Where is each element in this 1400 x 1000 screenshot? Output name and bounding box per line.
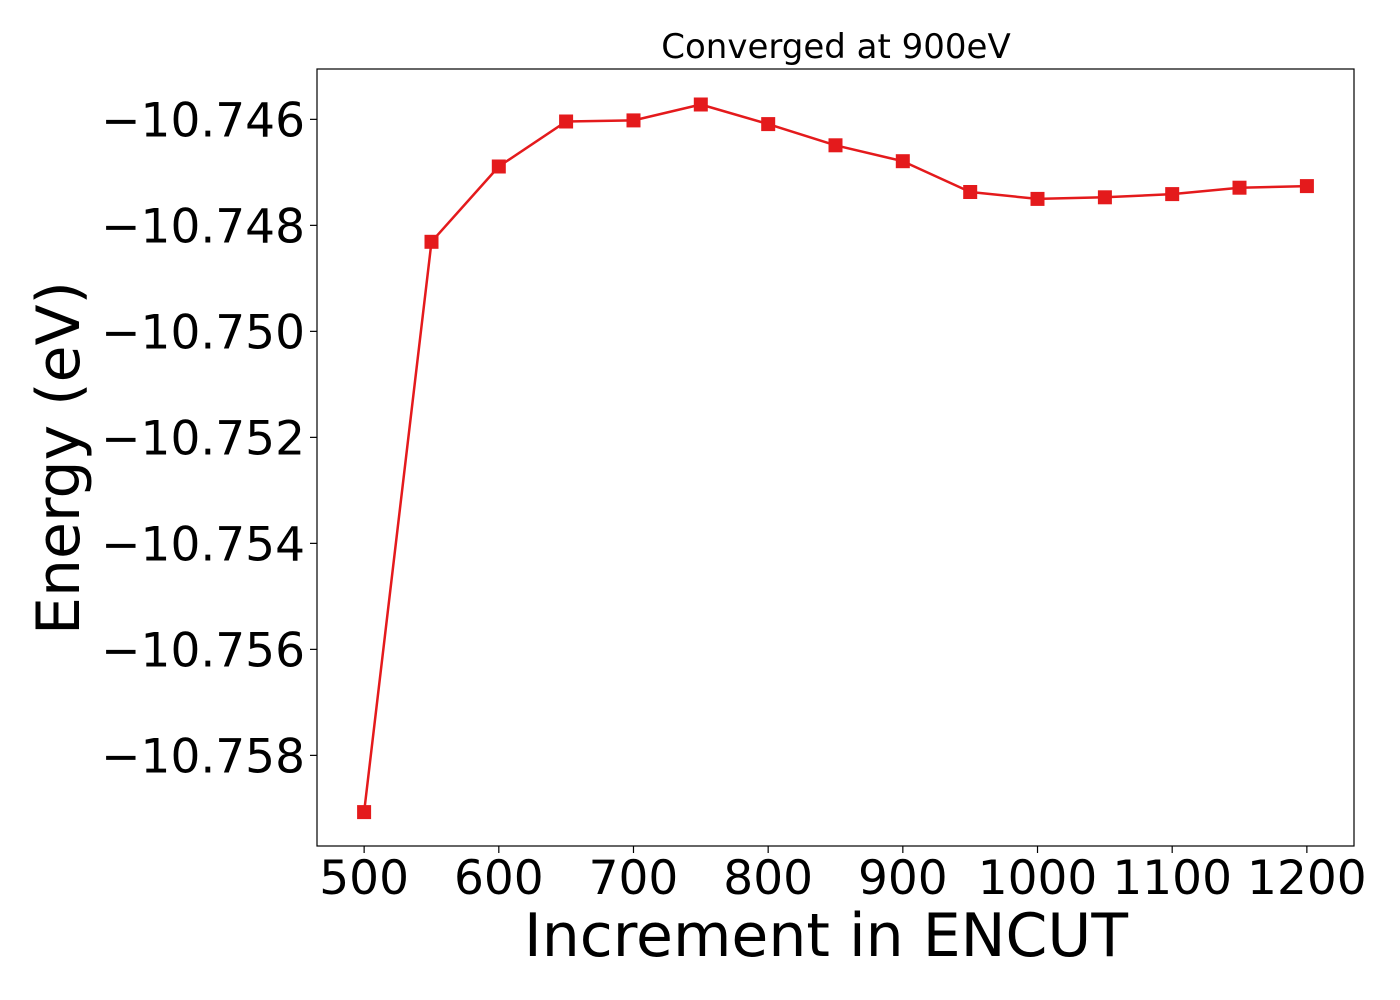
y-tick-label: −10.748 xyxy=(101,199,305,254)
data-point-marker xyxy=(424,234,439,249)
y-tick-label: −10.758 xyxy=(101,729,305,784)
x-tick-label: 500 xyxy=(319,851,409,906)
data-point-marker xyxy=(1030,191,1045,206)
y-tick-label: −10.756 xyxy=(101,623,305,678)
data-point-marker xyxy=(357,805,372,820)
x-tick-label: 600 xyxy=(454,851,544,906)
y-axis-ticks: −10.746 −10.748 −10.750 −10.752 −10.754 −10.7… xyxy=(101,93,317,784)
data-point-marker xyxy=(895,154,910,169)
data-point-marker xyxy=(1097,190,1112,205)
data-point-marker xyxy=(828,138,843,153)
data-point-marker xyxy=(963,185,978,199)
y-tick-label: −10.752 xyxy=(101,411,305,466)
data-point-marker xyxy=(693,97,708,112)
x-tick-label: 1200 xyxy=(1247,851,1367,906)
series-line xyxy=(362,103,1307,813)
data-point-marker xyxy=(491,159,506,174)
x-tick-label: 800 xyxy=(723,851,813,906)
chart-title: Converged at 900eV xyxy=(661,27,1010,67)
y-tick-label: −10.746 xyxy=(101,93,305,148)
x-tick-label: 1000 xyxy=(978,851,1098,906)
x-tick-label: 700 xyxy=(589,851,679,906)
series-layer xyxy=(357,97,1314,820)
data-point-marker xyxy=(1165,187,1180,202)
y-tick-label: −10.754 xyxy=(101,517,305,572)
data-point-marker xyxy=(559,114,574,129)
y-axis-label: Energy (eV) xyxy=(24,281,94,635)
x-tick-label: 900 xyxy=(858,851,948,906)
data-point-marker xyxy=(626,113,641,128)
data-point-marker xyxy=(761,117,776,132)
x-axis-label: Increment in ENCUT xyxy=(524,901,1128,971)
x-axis-ticks: 500 600 700 800 900 1000 1100 1200 xyxy=(319,846,1367,906)
x-tick-label: 1100 xyxy=(1112,851,1232,906)
plot-frame xyxy=(316,68,1355,847)
data-point-marker xyxy=(1299,179,1314,194)
data-point-marker xyxy=(1232,180,1247,195)
y-tick-label: −10.750 xyxy=(101,305,305,360)
